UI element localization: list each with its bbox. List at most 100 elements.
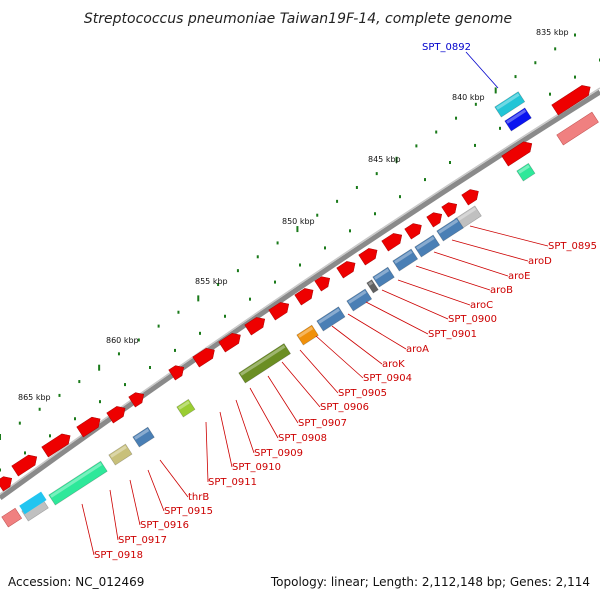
gene-arrow[interactable] [294, 285, 317, 306]
gene-bar-shape [436, 217, 464, 242]
gene-bar[interactable] [516, 162, 536, 182]
gene-arrow[interactable] [168, 362, 187, 381]
gene-arrow[interactable] [358, 245, 381, 266]
gene-arrow[interactable] [218, 330, 244, 353]
gene-bar-highlight [496, 93, 520, 110]
gene-arrow[interactable] [128, 389, 147, 408]
gene-arrow[interactable] [501, 139, 535, 167]
ruler-tick [276, 241, 279, 245]
leader-line [159, 459, 189, 498]
ruler-tick [124, 383, 126, 387]
leader-line [415, 265, 491, 291]
gene-label-spt-0892[interactable]: SPT_0892 [422, 42, 471, 53]
gene-arrow-shape [551, 85, 591, 116]
gene-bar[interactable] [176, 398, 196, 418]
gene-arrow[interactable] [461, 186, 482, 206]
leader-line [235, 399, 255, 454]
gene-label-spt-0918[interactable]: SPT_0918 [94, 550, 143, 561]
gene-bar[interactable] [48, 460, 108, 506]
gene-arrow[interactable] [0, 473, 15, 492]
gene-label-spt-0895[interactable]: SPT_0895 [548, 241, 597, 252]
gene-bar[interactable] [296, 324, 319, 346]
ruler-tick [534, 61, 537, 65]
gene-bar[interactable] [504, 107, 532, 132]
gene-bar[interactable] [108, 443, 133, 466]
gene-bar[interactable] [414, 234, 441, 258]
gene-arrow-shape [11, 454, 38, 477]
gene-arrow[interactable] [11, 452, 40, 477]
gene-arrow-shape [461, 189, 479, 206]
gene-arrow[interactable] [192, 345, 218, 368]
gene-arrow[interactable] [404, 220, 425, 240]
gene-arrow[interactable] [551, 82, 594, 116]
gene-arrow-faded[interactable] [556, 111, 599, 146]
gene-arrow[interactable] [441, 199, 460, 218]
ruler-tick [336, 199, 339, 203]
gene-label-aroe[interactable]: aroE [508, 271, 530, 282]
gene-bar[interactable] [366, 279, 379, 294]
ruler-tick [554, 47, 557, 51]
summary-text: Topology: linear; Length: 2,112,148 bp; … [270, 575, 590, 589]
gene-bar[interactable] [494, 91, 526, 118]
gene-arrow[interactable] [244, 314, 268, 336]
gene-bar-highlight [298, 326, 314, 338]
leader-line [451, 239, 529, 262]
ruler-tick [424, 178, 426, 182]
gene-label-spt-0906[interactable]: SPT_0906 [320, 402, 369, 413]
gene-bar[interactable] [436, 217, 464, 242]
gene-label-arod[interactable]: aroD [528, 256, 552, 267]
gene-label-aroc[interactable]: aroC [470, 300, 493, 311]
ruler-tick-label: 850 kbp [282, 217, 315, 226]
gene-arrow-faded[interactable] [1, 507, 23, 528]
gene-label-arob[interactable]: aroB [490, 285, 513, 296]
gene-label-spt-0911[interactable]: SPT_0911 [208, 477, 257, 488]
gene-bar[interactable] [392, 248, 419, 272]
gene-bar-highlight [240, 344, 286, 376]
gene-label-arok[interactable]: aroK [382, 359, 405, 370]
ruler-tick [296, 226, 299, 233]
gene-arrow[interactable] [314, 273, 333, 292]
gene-label-spt-0917[interactable]: SPT_0917 [118, 535, 167, 546]
ruler-tick [49, 434, 51, 438]
gene-bar[interactable] [132, 426, 155, 448]
gene-label-spt-0910[interactable]: SPT_0910 [232, 462, 281, 473]
gene-label-spt-0907[interactable]: SPT_0907 [298, 418, 347, 429]
gene-label-spt-0900[interactable]: SPT_0900 [448, 314, 497, 325]
gene-label-spt-0908[interactable]: SPT_0908 [278, 433, 327, 444]
ruler-tick [349, 229, 351, 233]
gene-arrow[interactable] [106, 403, 129, 424]
leader-line [81, 503, 95, 556]
leader-line [365, 301, 429, 335]
gene-arrow-shape [244, 317, 266, 336]
ruler-tick [494, 87, 497, 94]
gene-arrow[interactable] [76, 414, 104, 438]
gene-bar[interactable] [19, 491, 47, 515]
gene-arrow[interactable] [336, 258, 359, 279]
gene-arrow[interactable] [268, 299, 292, 321]
leader-line [397, 279, 471, 306]
gene-label-spt-0915[interactable]: SPT_0915 [164, 506, 213, 517]
gene-label-spt-0916[interactable]: SPT_0916 [140, 520, 189, 531]
gene-arrow[interactable] [426, 209, 445, 228]
gene-label-spt-0901[interactable]: SPT_0901 [428, 329, 477, 340]
ruler-tick [58, 393, 61, 397]
gene-bar[interactable] [238, 343, 291, 384]
ruler-tick [256, 255, 259, 259]
gene-arrow-shape [76, 416, 101, 438]
gene-arrow-shape [426, 212, 443, 228]
ruler-tick [24, 451, 26, 455]
gene-bar[interactable] [346, 288, 373, 312]
gene-label-spt-0904[interactable]: SPT_0904 [363, 373, 412, 384]
gene-bar[interactable] [316, 306, 346, 332]
gene-labels: SPT_0892 SPT_0895 aroD aroE aroB aroC SPT_0900… [81, 42, 597, 561]
gene-arrow-shape [358, 248, 378, 266]
gene-arrow[interactable] [381, 230, 405, 252]
gene-label-thrb[interactable]: thrB [188, 492, 209, 503]
gene-arrow[interactable] [41, 431, 74, 458]
gene-label-spt-0909[interactable]: SPT_0909 [254, 448, 303, 459]
gene-bar[interactable] [372, 266, 395, 288]
gene-label-aroa[interactable]: aroA [406, 344, 429, 355]
gene-arrow-shape [556, 111, 599, 146]
leader-line [465, 51, 499, 89]
gene-label-spt-0905[interactable]: SPT_0905 [338, 388, 387, 399]
